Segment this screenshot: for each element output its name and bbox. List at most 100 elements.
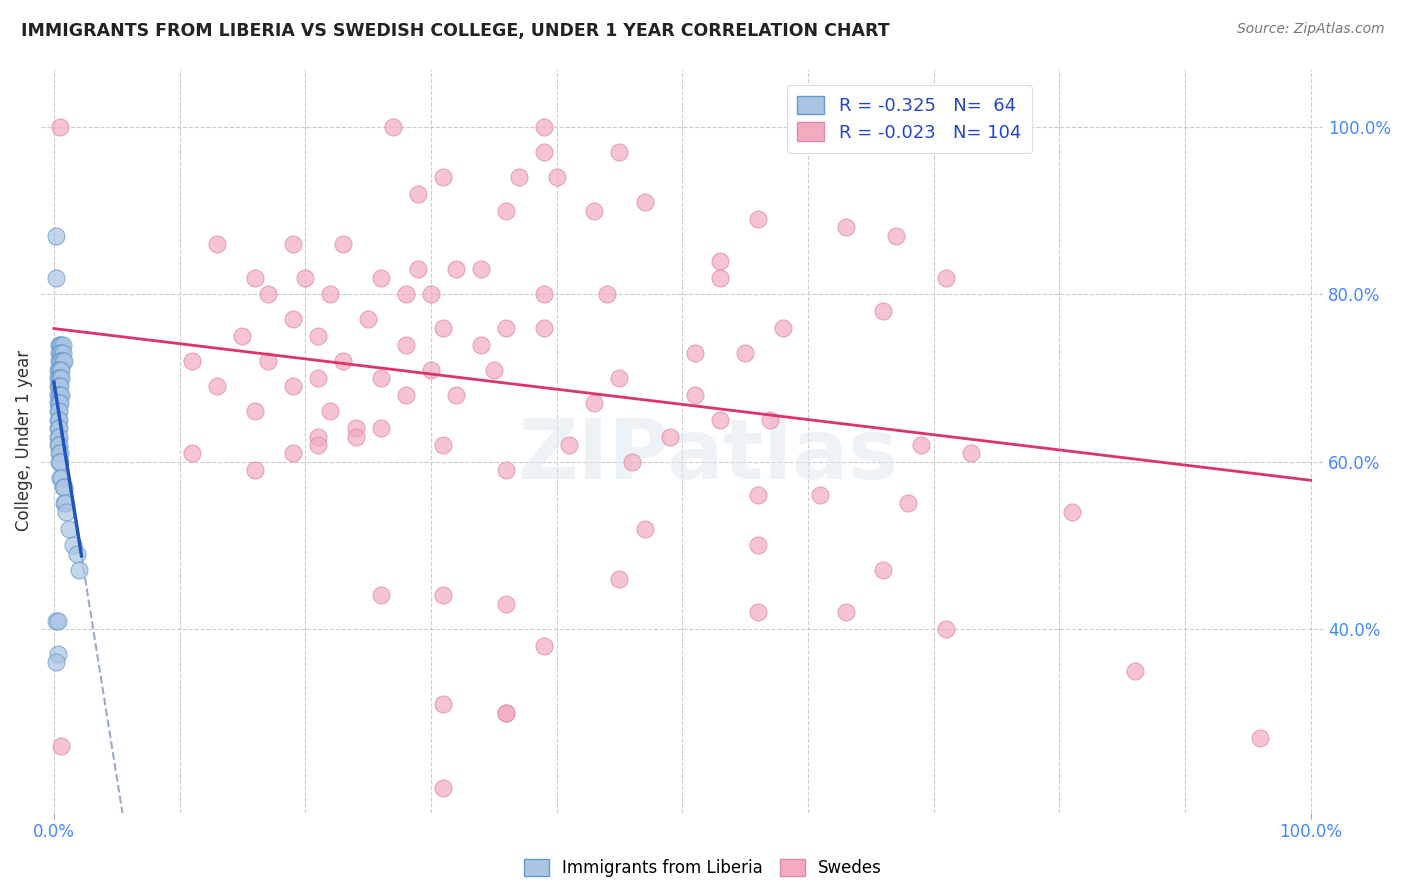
Point — [508, 170, 530, 185]
Point — [884, 228, 907, 243]
Point — [419, 287, 441, 301]
Point — [935, 622, 957, 636]
Point — [46, 429, 69, 443]
Point — [495, 463, 517, 477]
Point — [52, 337, 75, 351]
Point — [48, 455, 70, 469]
Point — [46, 388, 69, 402]
Point — [609, 572, 631, 586]
Point — [256, 354, 278, 368]
Point — [46, 396, 69, 410]
Point — [67, 563, 90, 577]
Point — [51, 471, 73, 485]
Point — [319, 404, 342, 418]
Point — [48, 346, 70, 360]
Point — [48, 337, 70, 351]
Point — [65, 547, 87, 561]
Text: ZIPatlas: ZIPatlas — [517, 415, 898, 496]
Point — [52, 480, 75, 494]
Point — [432, 697, 454, 711]
Point — [344, 429, 367, 443]
Text: IMMIGRANTS FROM LIBERIA VS SWEDISH COLLEGE, UNDER 1 YEAR CORRELATION CHART: IMMIGRANTS FROM LIBERIA VS SWEDISH COLLE… — [21, 22, 890, 40]
Point — [48, 354, 70, 368]
Point — [46, 404, 69, 418]
Point — [495, 597, 517, 611]
Point — [48, 396, 70, 410]
Point — [583, 203, 606, 218]
Text: Source: ZipAtlas.com: Source: ZipAtlas.com — [1237, 22, 1385, 37]
Point — [408, 262, 430, 277]
Point — [52, 480, 75, 494]
Point — [51, 739, 73, 753]
Point — [46, 421, 69, 435]
Point — [444, 388, 467, 402]
Point — [834, 220, 856, 235]
Point — [48, 421, 70, 435]
Point — [432, 438, 454, 452]
Point — [49, 346, 72, 360]
Point — [62, 538, 84, 552]
Point — [49, 396, 72, 410]
Point — [609, 145, 631, 160]
Point — [48, 371, 70, 385]
Point — [583, 396, 606, 410]
Point — [48, 413, 70, 427]
Point — [1249, 731, 1271, 745]
Point — [49, 354, 72, 368]
Point — [181, 446, 204, 460]
Point — [48, 362, 70, 376]
Point — [307, 329, 329, 343]
Point — [633, 522, 655, 536]
Point — [395, 388, 418, 402]
Point — [49, 371, 72, 385]
Point — [382, 120, 405, 134]
Point — [58, 522, 80, 536]
Point — [395, 287, 418, 301]
Point — [46, 438, 69, 452]
Point — [51, 354, 73, 368]
Point — [495, 203, 517, 218]
Point — [683, 346, 706, 360]
Point — [332, 354, 354, 368]
Point — [51, 388, 73, 402]
Point — [52, 496, 75, 510]
Point — [810, 488, 832, 502]
Point — [747, 538, 769, 552]
Point — [960, 446, 983, 460]
Point — [49, 120, 72, 134]
Point — [960, 120, 983, 134]
Point — [46, 379, 69, 393]
Point — [48, 438, 70, 452]
Point — [281, 379, 304, 393]
Point — [709, 270, 731, 285]
Point — [48, 446, 70, 460]
Point — [370, 270, 392, 285]
Point — [307, 438, 329, 452]
Point — [243, 404, 266, 418]
Point — [51, 362, 73, 376]
Point — [45, 614, 67, 628]
Point — [419, 362, 441, 376]
Point — [243, 463, 266, 477]
Point — [444, 262, 467, 277]
Point — [243, 270, 266, 285]
Point — [533, 145, 555, 160]
Point — [709, 413, 731, 427]
Point — [319, 287, 342, 301]
Point — [48, 404, 70, 418]
Point — [533, 639, 555, 653]
Point — [620, 455, 643, 469]
Point — [747, 488, 769, 502]
Point — [181, 354, 204, 368]
Point — [51, 346, 73, 360]
Point — [49, 379, 72, 393]
Point — [408, 186, 430, 201]
Point — [935, 270, 957, 285]
Point — [759, 413, 782, 427]
Point — [51, 371, 73, 385]
Point — [872, 563, 894, 577]
Point — [432, 320, 454, 334]
Y-axis label: College, Under 1 year: College, Under 1 year — [15, 351, 32, 532]
Point — [709, 253, 731, 268]
Point — [482, 362, 505, 376]
